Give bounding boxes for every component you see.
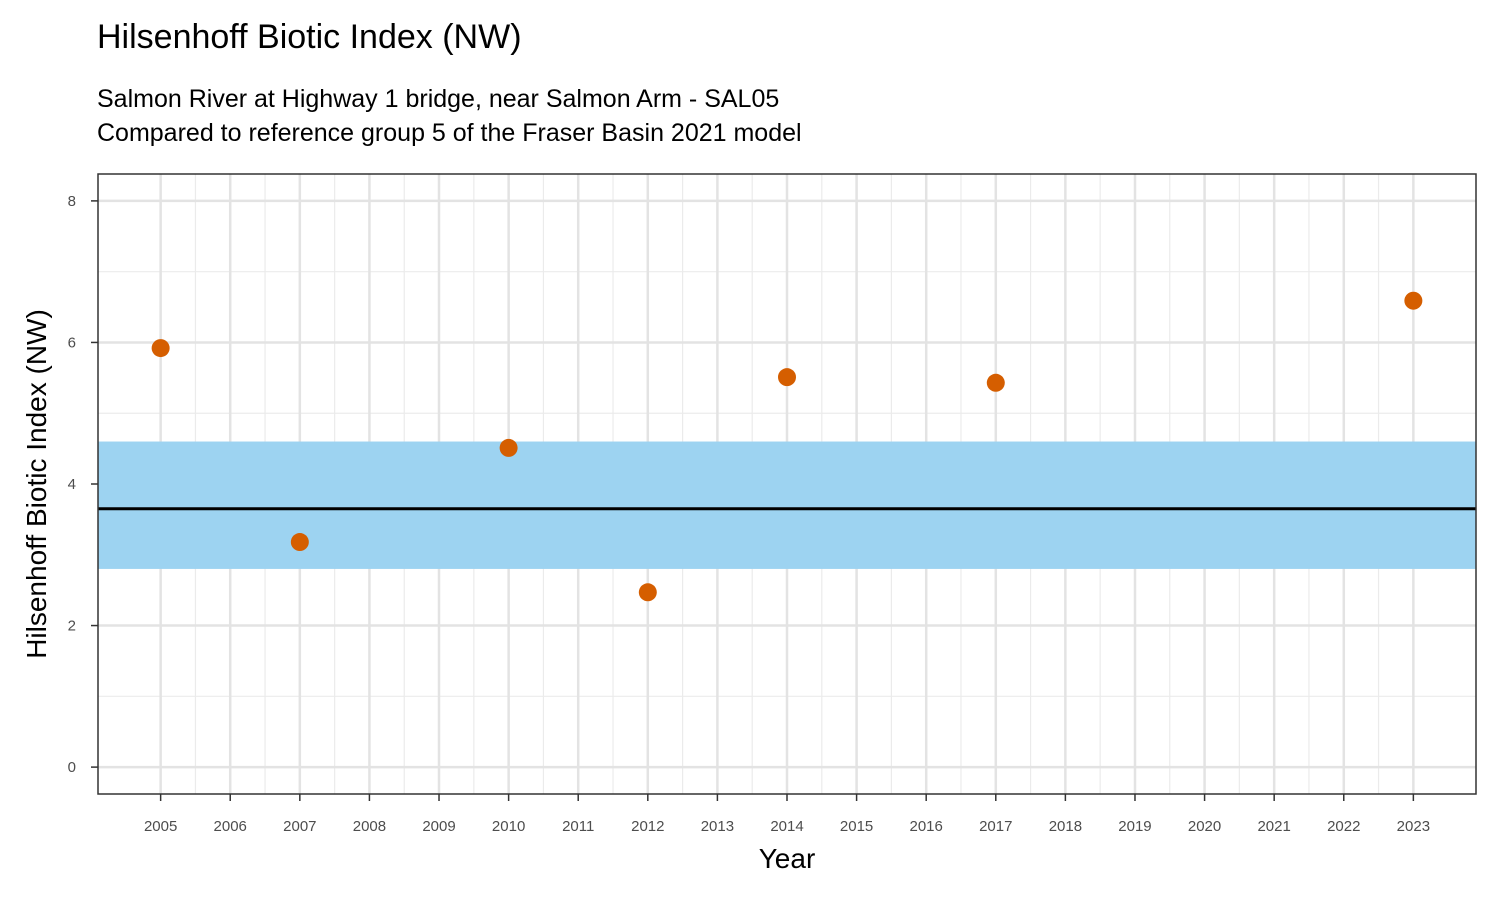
x-tick-label: 2020 — [1188, 818, 1221, 835]
x-tick-label: 2019 — [1118, 818, 1151, 835]
x-tick-label: 2008 — [353, 818, 386, 835]
y-tick-label: 2 — [68, 618, 76, 635]
data-point — [151, 339, 170, 358]
y-axis-title: Hilsenhoff Biotic Index (NW) — [21, 309, 52, 659]
x-tick-label: 2011 — [562, 818, 594, 835]
subtitle-line-2: Compared to reference group 5 of the Fra… — [97, 119, 802, 147]
x-tick-label: 2007 — [283, 818, 316, 835]
chart-title: Hilsenhoff Biotic Index (NW) — [97, 18, 522, 56]
x-tick-label: 2012 — [631, 818, 664, 835]
data-point — [499, 438, 518, 457]
x-tick-label: 2022 — [1327, 818, 1360, 835]
y-tick-label: 0 — [68, 759, 76, 776]
y-tick-label: 4 — [68, 476, 76, 493]
y-tick-label: 6 — [68, 334, 76, 351]
x-tick-label: 2016 — [910, 818, 943, 835]
x-tick-label: 2023 — [1397, 818, 1430, 835]
x-tick-label: 2021 — [1257, 818, 1290, 835]
data-point — [986, 373, 1005, 392]
x-tick-label: 2017 — [979, 818, 1012, 835]
y-tick-label: 8 — [68, 193, 76, 210]
x-tick-label: 2015 — [840, 818, 873, 835]
y-axis-ticks: 0 2 4 6 8 — [68, 193, 98, 776]
data-point — [638, 583, 657, 602]
chart-subtitle: Salmon River at Highway 1 bridge, near S… — [97, 82, 802, 150]
data-point — [778, 368, 796, 387]
x-axis-title: Year — [759, 843, 816, 874]
data-point — [290, 533, 309, 552]
reference-band — [98, 441, 1476, 569]
data-point — [1404, 291, 1423, 310]
x-tick-label: 2014 — [770, 818, 803, 835]
x-tick-label: 2006 — [214, 818, 247, 835]
x-tick-label: 2009 — [422, 818, 455, 835]
x-tick-label: 2013 — [701, 818, 734, 835]
x-tick-label: 2010 — [492, 818, 525, 835]
subtitle-line-1: Salmon River at Highway 1 bridge, near S… — [97, 85, 780, 113]
data-points — [151, 291, 1423, 602]
x-tick-label: 2018 — [1049, 818, 1082, 835]
x-axis-ticks: 2005 2006 2007 2008 2009 2010 2011 2012 2013 2014… — [144, 794, 1430, 835]
x-tick-label: 2005 — [144, 818, 177, 835]
